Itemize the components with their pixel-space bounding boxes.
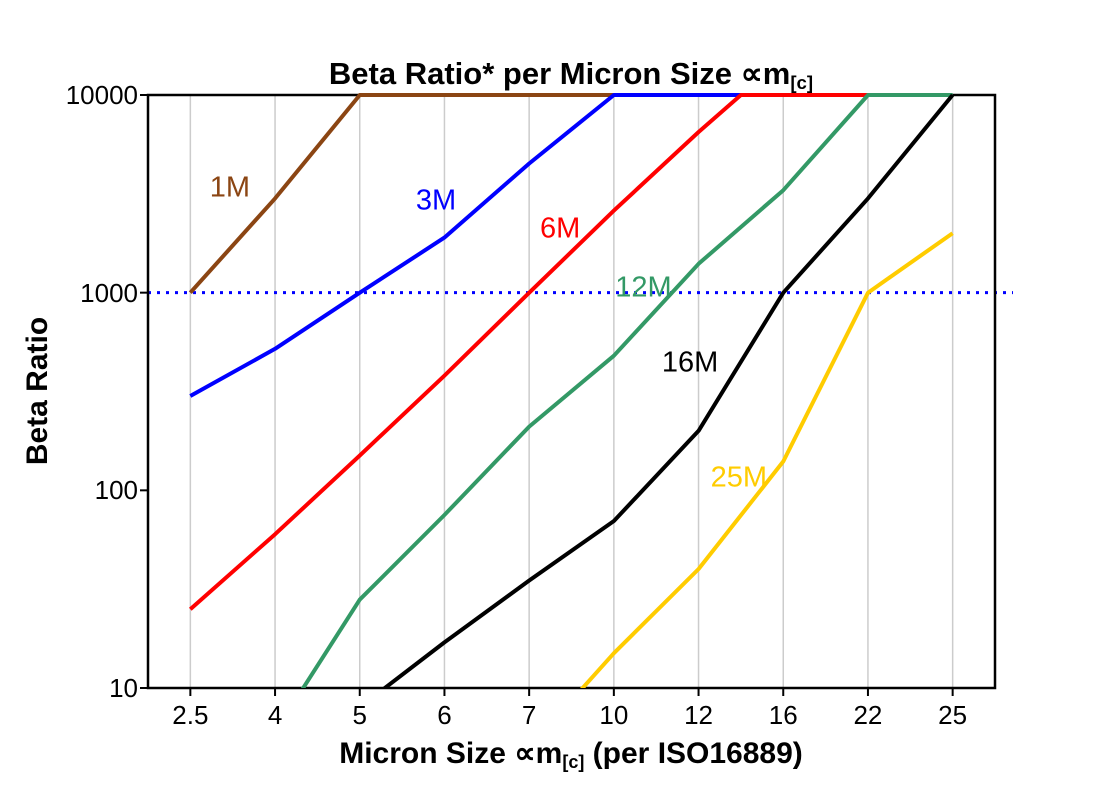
- x-tick-label-10: 10: [599, 700, 629, 730]
- x-tick-label-12: 12: [684, 700, 714, 730]
- series-label-25m: 25M: [710, 461, 767, 494]
- series-label-1m: 1M: [209, 171, 251, 204]
- x-tick-label-22: 22: [853, 700, 883, 730]
- x-axis-title: Micron Size ∝m[c] (per ISO16889): [339, 736, 803, 773]
- series-line-6m: [188, 93, 868, 611]
- x-axis-title-subscript: [c]: [562, 752, 585, 773]
- x-tick-label-25: 25: [938, 700, 968, 730]
- series-line-25m: [579, 231, 954, 688]
- series-line-1m: [188, 93, 614, 295]
- series-line-16m: [381, 93, 955, 688]
- series-label-16m: 16M: [661, 346, 719, 379]
- x-axis-title-text: Micron Size ∝m: [339, 737, 563, 770]
- x-axis-title-suffix: (per ISO16889): [584, 737, 803, 770]
- series-line-3m: [189, 93, 741, 398]
- x-tick-label-5: 5: [352, 700, 367, 730]
- chart-title: Beta Ratio* per Micron Size ∝m[c]: [328, 56, 814, 94]
- x-tick-label-4: 4: [267, 700, 283, 730]
- series-line-12m: [300, 93, 953, 688]
- chart-title-subscript: [c]: [790, 72, 814, 94]
- x-tick-label-6: 6: [437, 700, 452, 730]
- y-tick-label-1000: 1000: [80, 277, 138, 308]
- x-tick-label-16: 16: [768, 700, 798, 730]
- y-axis-title: Beta Ratio: [21, 316, 54, 466]
- series-label-12m: 12M: [615, 271, 672, 304]
- y-tick-label-100: 100: [94, 475, 138, 506]
- x-tick-label-7: 7: [521, 700, 537, 730]
- y-tick-label-10: 10: [109, 673, 138, 703]
- y-tick-label-10000: 10000: [65, 80, 138, 110]
- x-tick-label-2-5: 2.5: [172, 700, 209, 730]
- series-label-6m: 6M: [540, 212, 581, 245]
- series-label-3m: 3M: [415, 184, 457, 217]
- chart-title-text: Beta Ratio* per Micron Size ∝m: [328, 56, 791, 91]
